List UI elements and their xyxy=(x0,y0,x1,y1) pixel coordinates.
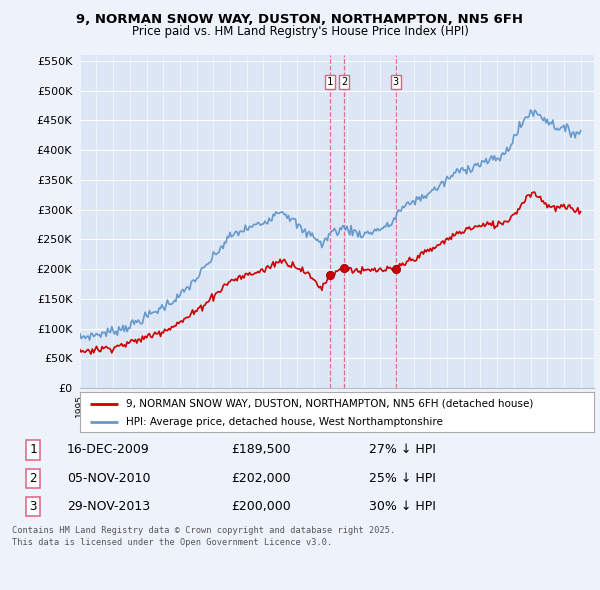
Text: 30% ↓ HPI: 30% ↓ HPI xyxy=(369,500,436,513)
Text: 27% ↓ HPI: 27% ↓ HPI xyxy=(369,444,436,457)
Text: 1: 1 xyxy=(326,77,332,87)
Text: £189,500: £189,500 xyxy=(231,444,290,457)
Text: 1: 1 xyxy=(29,444,37,457)
Text: 9, NORMAN SNOW WAY, DUSTON, NORTHAMPTON, NN5 6FH (detached house): 9, NORMAN SNOW WAY, DUSTON, NORTHAMPTON,… xyxy=(126,399,533,409)
Text: Contains HM Land Registry data © Crown copyright and database right 2025.
This d: Contains HM Land Registry data © Crown c… xyxy=(12,526,395,547)
Text: 29-NOV-2013: 29-NOV-2013 xyxy=(67,500,150,513)
Text: 2: 2 xyxy=(29,471,37,485)
Text: 25% ↓ HPI: 25% ↓ HPI xyxy=(369,471,436,485)
Text: 3: 3 xyxy=(29,500,37,513)
Text: 2: 2 xyxy=(341,77,347,87)
Text: £200,000: £200,000 xyxy=(231,500,290,513)
Text: £202,000: £202,000 xyxy=(231,471,290,485)
Text: 16-DEC-2009: 16-DEC-2009 xyxy=(67,444,149,457)
Text: 05-NOV-2010: 05-NOV-2010 xyxy=(67,471,150,485)
Text: 9, NORMAN SNOW WAY, DUSTON, NORTHAMPTON, NN5 6FH: 9, NORMAN SNOW WAY, DUSTON, NORTHAMPTON,… xyxy=(77,13,523,26)
Text: 3: 3 xyxy=(392,77,399,87)
Text: Price paid vs. HM Land Registry's House Price Index (HPI): Price paid vs. HM Land Registry's House … xyxy=(131,25,469,38)
Text: HPI: Average price, detached house, West Northamptonshire: HPI: Average price, detached house, West… xyxy=(126,418,443,427)
